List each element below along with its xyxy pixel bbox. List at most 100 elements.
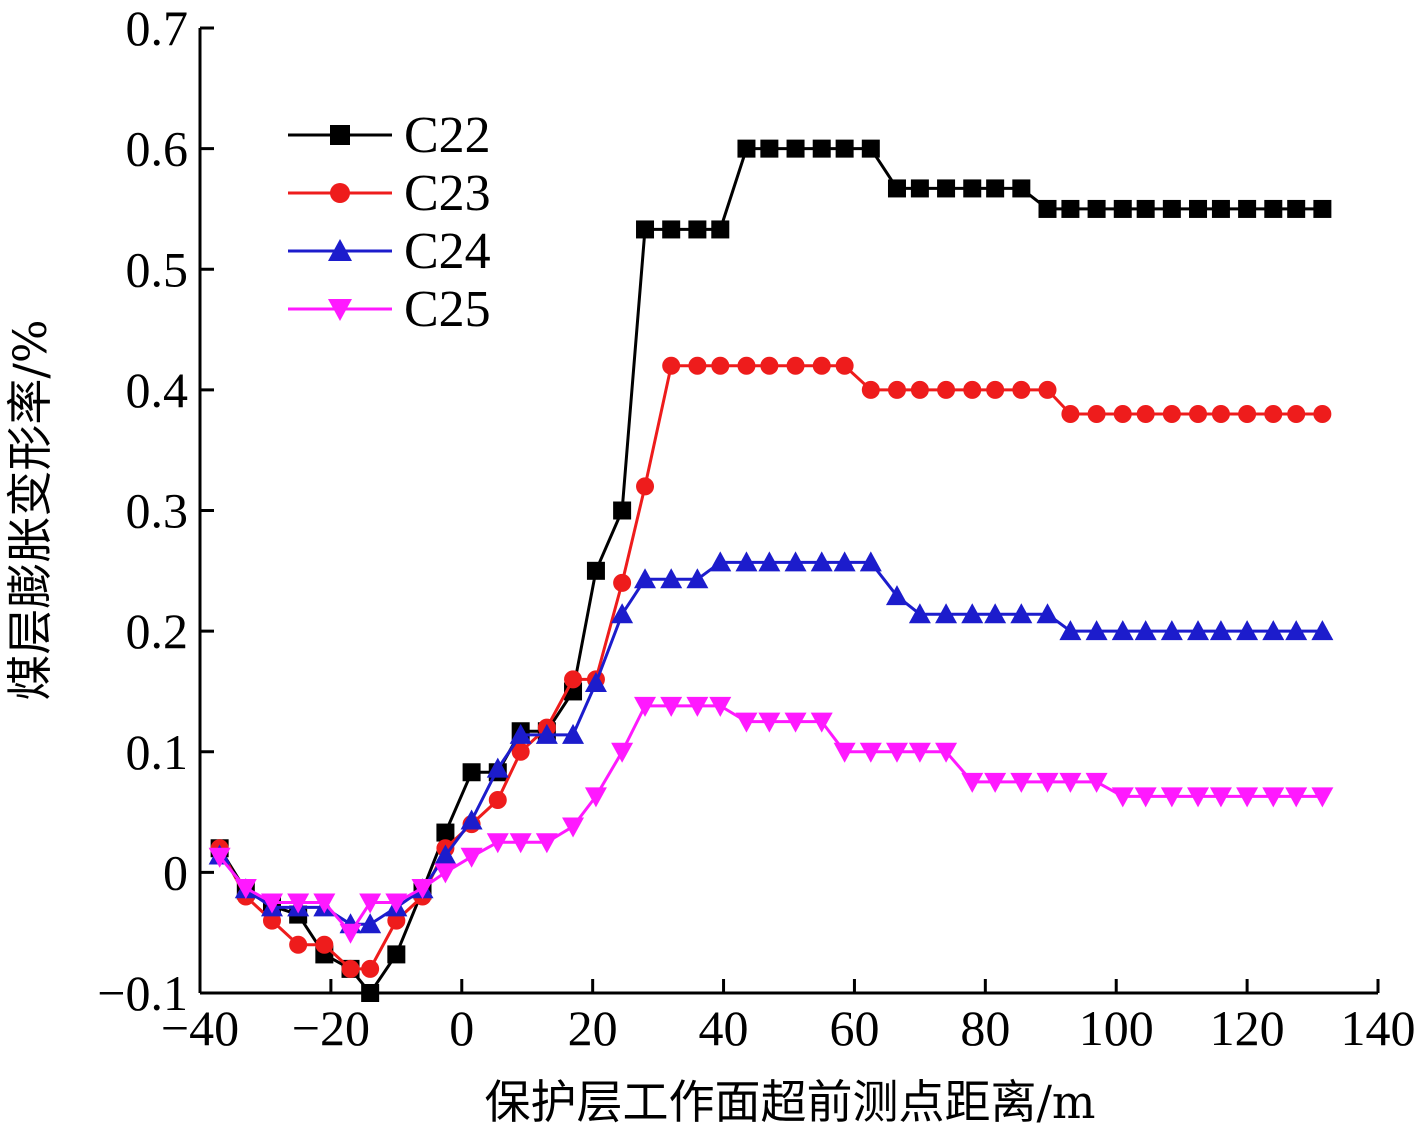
data-point xyxy=(460,847,483,868)
data-point xyxy=(885,742,908,763)
data-point xyxy=(760,356,779,375)
data-point xyxy=(833,742,856,763)
data-point xyxy=(1189,405,1208,423)
data-point xyxy=(908,742,931,763)
data-point xyxy=(1187,787,1210,808)
x-tick-label: −20 xyxy=(292,1000,370,1056)
data-point xyxy=(660,568,683,589)
legend-item-c24: C24 xyxy=(288,223,491,280)
data-point xyxy=(887,179,906,198)
data-point xyxy=(613,501,632,520)
legend-label: C22 xyxy=(404,107,491,164)
data-point xyxy=(636,220,655,239)
legend-label: C23 xyxy=(404,165,491,222)
x-tick-label: 100 xyxy=(1079,1000,1154,1056)
data-point xyxy=(1087,405,1106,423)
data-point xyxy=(462,763,481,782)
legend-marker xyxy=(330,125,350,145)
data-point xyxy=(935,603,958,624)
x-axis-title: 保护层工作面超前测点距离/m xyxy=(484,1075,1095,1129)
data-point xyxy=(835,356,854,375)
data-point xyxy=(961,603,984,624)
series-line xyxy=(218,704,1323,935)
data-point xyxy=(1187,620,1210,641)
data-point xyxy=(1012,380,1031,399)
data-point xyxy=(1211,199,1230,218)
data-point xyxy=(910,380,929,399)
data-point xyxy=(709,551,732,572)
data-point xyxy=(984,772,1007,793)
data-point xyxy=(289,935,308,954)
data-point xyxy=(260,893,283,914)
data-point xyxy=(488,791,507,809)
data-point xyxy=(662,356,681,375)
data-point xyxy=(1012,179,1031,198)
data-point xyxy=(686,696,709,717)
data-point xyxy=(1311,620,1334,641)
data-point xyxy=(1311,787,1334,808)
data-point xyxy=(434,863,457,884)
data-point xyxy=(1036,772,1059,793)
data-point xyxy=(564,670,583,689)
data-point xyxy=(509,723,532,744)
x-tick-label: −40 xyxy=(161,1000,239,1056)
data-point xyxy=(1160,620,1183,641)
data-point xyxy=(1061,199,1080,218)
data-point xyxy=(709,696,732,717)
data-point xyxy=(613,573,632,592)
data-point xyxy=(1113,199,1132,218)
data-point xyxy=(1162,199,1181,218)
plot-marks xyxy=(208,139,1334,1002)
data-point xyxy=(1087,199,1106,218)
data-point xyxy=(910,179,929,198)
data-point xyxy=(359,893,382,914)
data-point xyxy=(1085,772,1108,793)
data-point xyxy=(436,823,455,842)
data-point xyxy=(1038,199,1057,218)
data-point xyxy=(961,772,984,793)
legend-marker xyxy=(328,239,352,261)
data-point xyxy=(1085,620,1108,641)
data-point xyxy=(908,603,931,624)
data-point xyxy=(812,139,831,158)
data-point xyxy=(1059,772,1082,793)
data-point xyxy=(434,844,457,865)
series-c23 xyxy=(210,356,1332,978)
data-point xyxy=(963,380,982,399)
data-point xyxy=(1113,405,1132,423)
x-tick-label: 0 xyxy=(449,1000,474,1056)
data-point xyxy=(688,220,707,239)
data-point xyxy=(1162,405,1181,423)
legend-marker xyxy=(330,183,350,203)
y-tick-label: 0 xyxy=(163,844,188,900)
data-point xyxy=(1136,199,1155,218)
data-point xyxy=(1209,787,1232,808)
x-tick-label: 20 xyxy=(568,1000,618,1056)
legend-marker xyxy=(328,299,352,321)
y-tick-label: 0.6 xyxy=(126,121,189,177)
x-tick-label: 80 xyxy=(960,1000,1010,1056)
data-point xyxy=(1313,199,1332,218)
data-point xyxy=(1236,787,1259,808)
data-point xyxy=(1136,405,1155,423)
data-point xyxy=(1010,603,1033,624)
data-point xyxy=(937,380,956,399)
data-point xyxy=(1238,199,1257,218)
x-tick-label: 40 xyxy=(699,1000,749,1056)
data-point xyxy=(535,723,558,744)
y-tick-label: 0.2 xyxy=(126,603,189,659)
data-point xyxy=(737,139,756,158)
data-point xyxy=(562,817,585,838)
data-point xyxy=(339,923,362,944)
data-point xyxy=(341,959,360,978)
data-point xyxy=(1160,787,1183,808)
data-point xyxy=(361,959,380,978)
data-point xyxy=(984,603,1007,624)
data-point xyxy=(660,696,683,717)
x-tick-label: 60 xyxy=(829,1000,879,1056)
data-point xyxy=(784,551,807,572)
data-point xyxy=(1287,405,1306,423)
series-line xyxy=(218,560,1323,926)
data-point xyxy=(1211,405,1230,423)
data-point xyxy=(287,893,310,914)
